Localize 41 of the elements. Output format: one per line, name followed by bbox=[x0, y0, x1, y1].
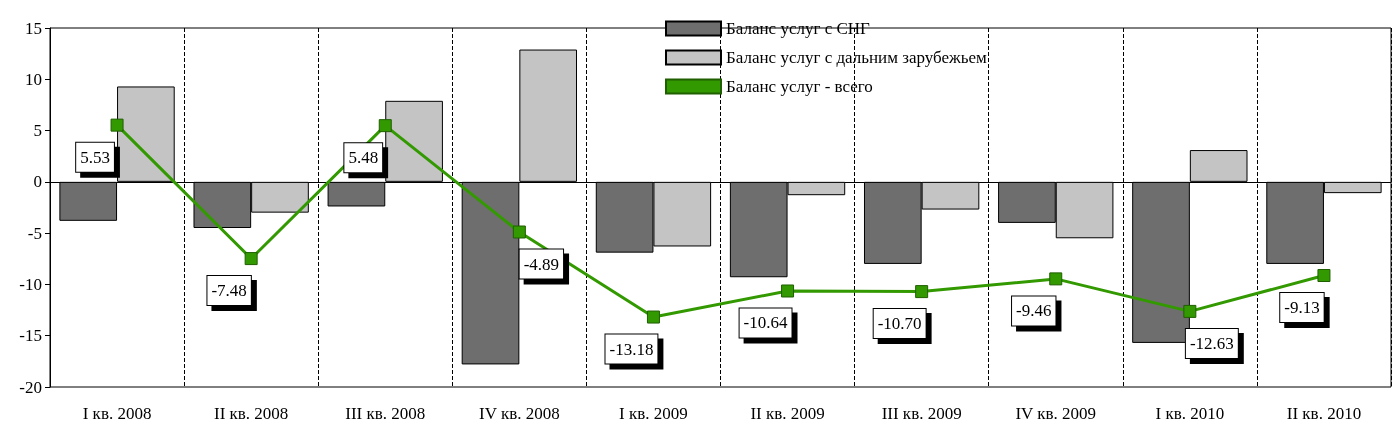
x-tick-label: IV кв. 2008 bbox=[479, 404, 560, 423]
point bbox=[646, 310, 660, 324]
point bbox=[110, 118, 124, 132]
y-tick-label: -20 bbox=[19, 377, 42, 397]
legend-label: Баланс услуг с дальним зарубежьем bbox=[726, 48, 988, 67]
x-tick-label: II кв. 2008 bbox=[213, 404, 289, 423]
legend-label: Баланс услуг с СНГ bbox=[726, 19, 871, 38]
x-tick-label: IV кв. 2009 bbox=[1015, 404, 1097, 423]
data-label: -4.89 bbox=[523, 254, 560, 274]
data-label: -10.70 bbox=[877, 314, 922, 334]
data-label: -12.63 bbox=[1189, 333, 1234, 353]
y-tick-label: -5 bbox=[27, 223, 42, 243]
data-label: 5.48 bbox=[348, 148, 379, 168]
data-label: -13.18 bbox=[609, 339, 654, 359]
legend-label: Баланс услуг - всего bbox=[726, 77, 873, 96]
y-tick-label: 10 bbox=[25, 69, 42, 89]
data-label: -7.48 bbox=[211, 281, 247, 301]
point bbox=[781, 284, 795, 298]
point bbox=[1049, 272, 1063, 286]
data-label: 5.53 bbox=[80, 147, 110, 167]
data-label: -9.13 bbox=[1284, 298, 1320, 317]
point bbox=[244, 252, 258, 266]
x-tick-label: III кв. 2009 bbox=[881, 404, 962, 423]
y-tick-label: -10 bbox=[19, 274, 42, 294]
x-tick-label: I кв. 2010 bbox=[1155, 404, 1225, 423]
point bbox=[512, 225, 526, 239]
data-label: -9.46 bbox=[1016, 301, 1052, 321]
x-tick-label: I кв. 2008 bbox=[82, 404, 152, 423]
x-tick-label: II кв. 2010 bbox=[1286, 404, 1362, 423]
point bbox=[915, 285, 929, 299]
data-label: -10.64 bbox=[743, 313, 788, 333]
y-tick-label: 15 bbox=[25, 18, 42, 38]
y-tick-label: 0 bbox=[33, 172, 42, 192]
y-tick-label: 5 bbox=[33, 121, 42, 141]
point bbox=[1317, 269, 1331, 282]
point bbox=[378, 119, 392, 133]
x-tick-label: I кв. 2009 bbox=[619, 404, 688, 423]
x-tick-label: II кв. 2009 bbox=[750, 404, 825, 423]
y-tick-label: -15 bbox=[19, 326, 42, 346]
x-tick-label: III кв. 2008 bbox=[345, 404, 426, 423]
point bbox=[1183, 304, 1197, 318]
